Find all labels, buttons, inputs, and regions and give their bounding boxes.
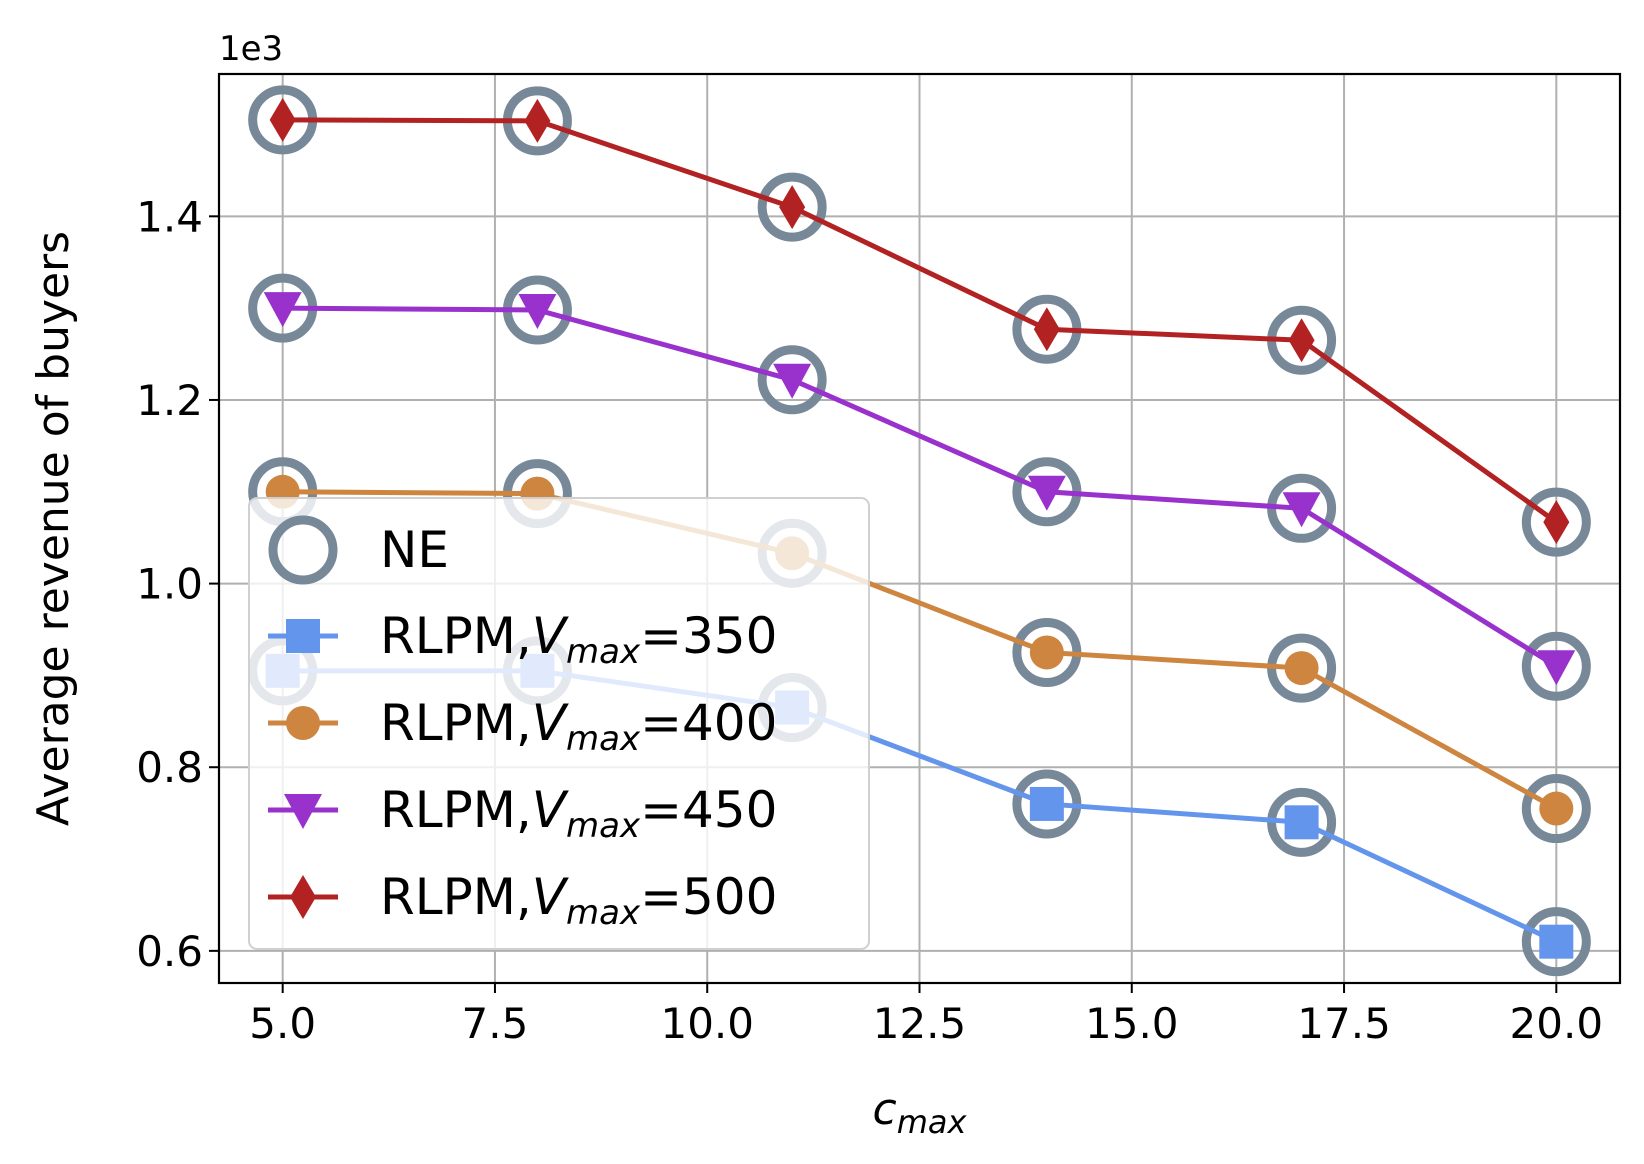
x-tick-label: 15.0 <box>1085 999 1179 1048</box>
data-point <box>263 292 302 328</box>
x-tick-label: 12.5 <box>873 999 967 1048</box>
ticks: 5.0 7.5 10.0 12.5 15.0 17.5 20.0 0.6 0.8 1.0 1.2 1.… <box>136 192 1603 1048</box>
legend-label: RLPM,Vmax=400 <box>380 694 777 759</box>
y-tick-label: 1.4 <box>136 192 203 241</box>
legend-label: RLPM,Vmax=450 <box>380 781 777 846</box>
legend-label-sub: max <box>566 632 641 672</box>
legend-label-var: V <box>532 781 570 839</box>
y-tick-label: 0.6 <box>136 927 203 976</box>
series-line-vmax-450 <box>263 292 1576 686</box>
y-offset-text: 1e3 <box>219 29 283 69</box>
legend-label: RLPM,Vmax=350 <box>380 607 777 672</box>
x-tick-label: 20.0 <box>1510 999 1604 1048</box>
legend-label-sub: max <box>566 806 641 846</box>
legend-marker <box>286 706 320 740</box>
legend-label-main: RLPM, <box>380 781 532 839</box>
legend-marker-ne <box>268 515 338 585</box>
x-axis-label-var: c <box>873 1084 897 1135</box>
y-tick-label: 1.2 <box>136 376 203 425</box>
ne-point <box>757 345 827 415</box>
data-point <box>1539 791 1574 826</box>
legend-label-value: =350 <box>640 607 777 665</box>
data-point <box>518 293 557 329</box>
data-point <box>1537 650 1576 686</box>
series-line <box>282 305 1558 669</box>
plot-area <box>248 85 1591 977</box>
data-point <box>773 363 812 399</box>
legend-label-main: RLPM, <box>380 868 532 926</box>
data-point <box>1033 307 1060 352</box>
legend-marker <box>290 875 316 919</box>
x-tick-label: 7.5 <box>462 999 529 1048</box>
x-axis-label-sub: max <box>897 1103 968 1141</box>
legend-box <box>248 497 870 950</box>
legend-label-sub: max <box>566 893 641 933</box>
data-point <box>1288 318 1315 363</box>
x-tick-label: 5.0 <box>249 999 316 1048</box>
ne-point <box>1521 774 1591 844</box>
data-point <box>779 185 806 230</box>
data-point <box>1539 924 1574 959</box>
y-tick-label: 1.0 <box>136 560 203 609</box>
ne-point <box>1521 631 1591 701</box>
legend: NERLPM,Vmax=350RLPM,Vmax=400RLPM,Vmax=45… <box>248 497 870 950</box>
legend-label-value: =500 <box>640 868 777 926</box>
data-point <box>269 97 296 142</box>
legend-label-value: =400 <box>640 694 777 752</box>
data-point <box>1543 500 1570 545</box>
data-point <box>1284 651 1319 686</box>
legend-marker <box>284 794 322 829</box>
x-axis-label: cmax <box>873 1084 968 1141</box>
data-point <box>1027 475 1066 511</box>
series-line <box>282 117 1558 525</box>
legend-label-var: V <box>532 868 570 926</box>
data-point <box>524 98 551 143</box>
x-tick-label: 10.0 <box>660 999 754 1048</box>
legend-marker <box>286 619 320 653</box>
series-line-vmax-500 <box>269 97 1570 545</box>
ne-point <box>757 172 827 242</box>
data-point <box>1282 492 1321 528</box>
data-point <box>1029 786 1064 821</box>
ne-point <box>1521 487 1591 557</box>
data-point <box>1029 635 1064 670</box>
series-line <box>282 489 1558 811</box>
y-tick-label: 0.8 <box>136 743 203 792</box>
legend-label-value: =450 <box>640 781 777 839</box>
legend-label-var: V <box>532 607 570 665</box>
ne-point <box>1521 907 1591 977</box>
y-axis-label: Average revenue of buyers <box>28 231 79 826</box>
x-tick-label: 17.5 <box>1297 999 1391 1048</box>
legend-label: RLPM,Vmax=500 <box>380 868 777 933</box>
legend-label-main: RLPM, <box>380 607 532 665</box>
legend-label-var: V <box>532 694 570 752</box>
legend-label: NE <box>380 521 449 579</box>
legend-label-sub: max <box>566 719 641 759</box>
legend-label-main: RLPM, <box>380 694 532 752</box>
data-point <box>1284 805 1319 840</box>
